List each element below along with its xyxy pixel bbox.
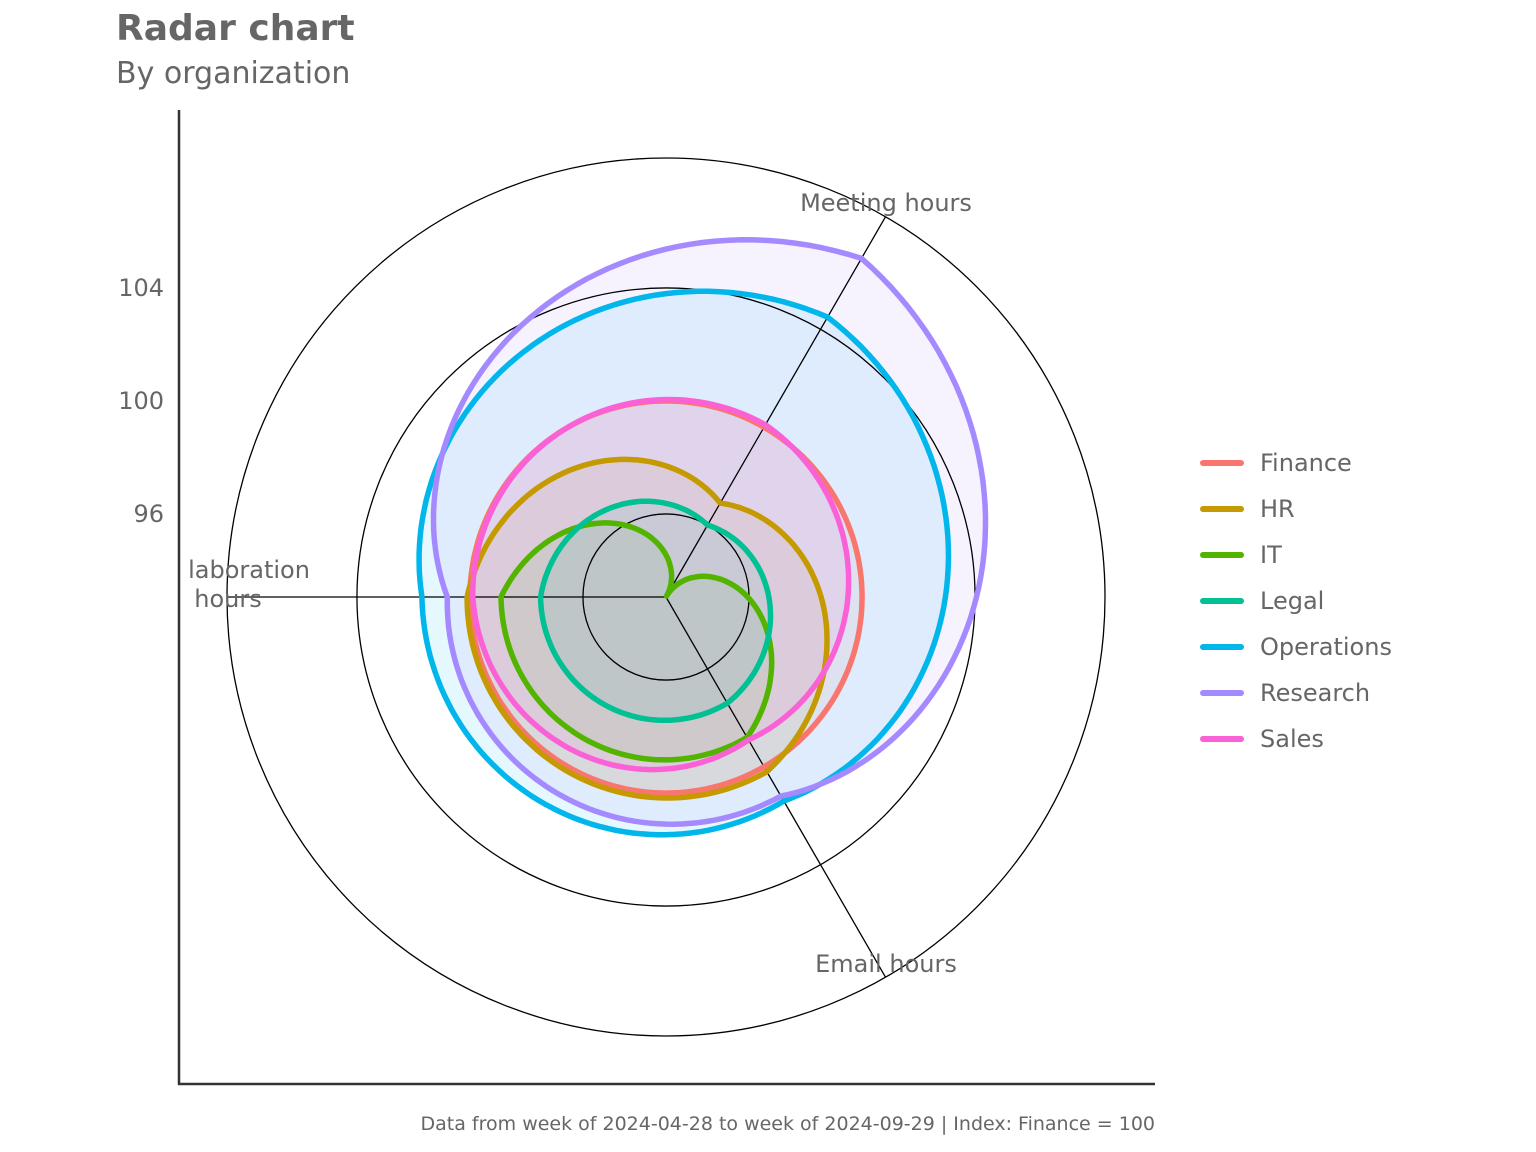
axis-label-line: Meeting hours <box>800 189 972 217</box>
legend-item: Finance <box>1200 440 1392 486</box>
legend-item: Legal <box>1200 578 1392 624</box>
chart-subtitle: By organization <box>116 56 351 91</box>
legend-label: Finance <box>1260 449 1352 477</box>
spoke-line <box>665 216 887 598</box>
axis-label-meeting: Meeting hours <box>800 189 972 217</box>
legend-key-line <box>1200 506 1244 512</box>
legend-label: Legal <box>1260 587 1325 615</box>
legend-item: HR <box>1200 486 1392 532</box>
legend-label: IT <box>1260 541 1282 569</box>
series-line-operations <box>416 288 952 838</box>
legend-label: Operations <box>1260 633 1392 661</box>
series-line-legal <box>537 498 774 724</box>
legend-label: Sales <box>1260 725 1324 753</box>
legend-item: IT <box>1200 532 1392 578</box>
legend-item: Research <box>1200 670 1392 716</box>
series-line-hr <box>464 456 830 801</box>
series-line-sales <box>470 396 852 773</box>
series-line-research <box>430 237 989 827</box>
chart-caption: Data from week of 2024-04-28 to week of … <box>420 1113 1155 1135</box>
radial-tick-label: 104 <box>118 274 164 302</box>
axis-label-email: Email hours <box>815 950 957 978</box>
axis-label-line: Email hours <box>815 950 957 978</box>
series-line-it <box>498 520 775 763</box>
radial-tick-labels: 96 100 104 <box>118 274 164 528</box>
series-lines <box>416 237 989 838</box>
legend-key-line <box>1200 736 1244 742</box>
axis-label-line: hours <box>194 585 261 613</box>
legend-key-line <box>1200 644 1244 650</box>
legend: Finance HR IT Legal Operations Research Sales <box>1200 440 1392 762</box>
chart-title: Radar chart <box>116 8 355 49</box>
legend-label: HR <box>1260 495 1295 523</box>
legend-key-line <box>1200 460 1244 466</box>
series-fills <box>419 239 986 835</box>
legend-key-line <box>1200 552 1244 558</box>
legend-label: Research <box>1260 679 1371 707</box>
legend-item: Sales <box>1200 716 1392 762</box>
legend-key-line <box>1200 598 1244 604</box>
axis-label-line: laboration <box>188 556 310 584</box>
legend-item: Operations <box>1200 624 1392 670</box>
legend-key-line <box>1200 690 1244 696</box>
series-fill-it <box>501 522 772 760</box>
radial-tick-label: 96 <box>133 500 164 528</box>
axis-label-collab: laboration hours <box>188 556 310 613</box>
axis-labels: laboration hours Meeting hours Email hours <box>188 189 972 978</box>
spoke-line <box>665 596 887 978</box>
radial-tick-label: 100 <box>118 387 164 415</box>
